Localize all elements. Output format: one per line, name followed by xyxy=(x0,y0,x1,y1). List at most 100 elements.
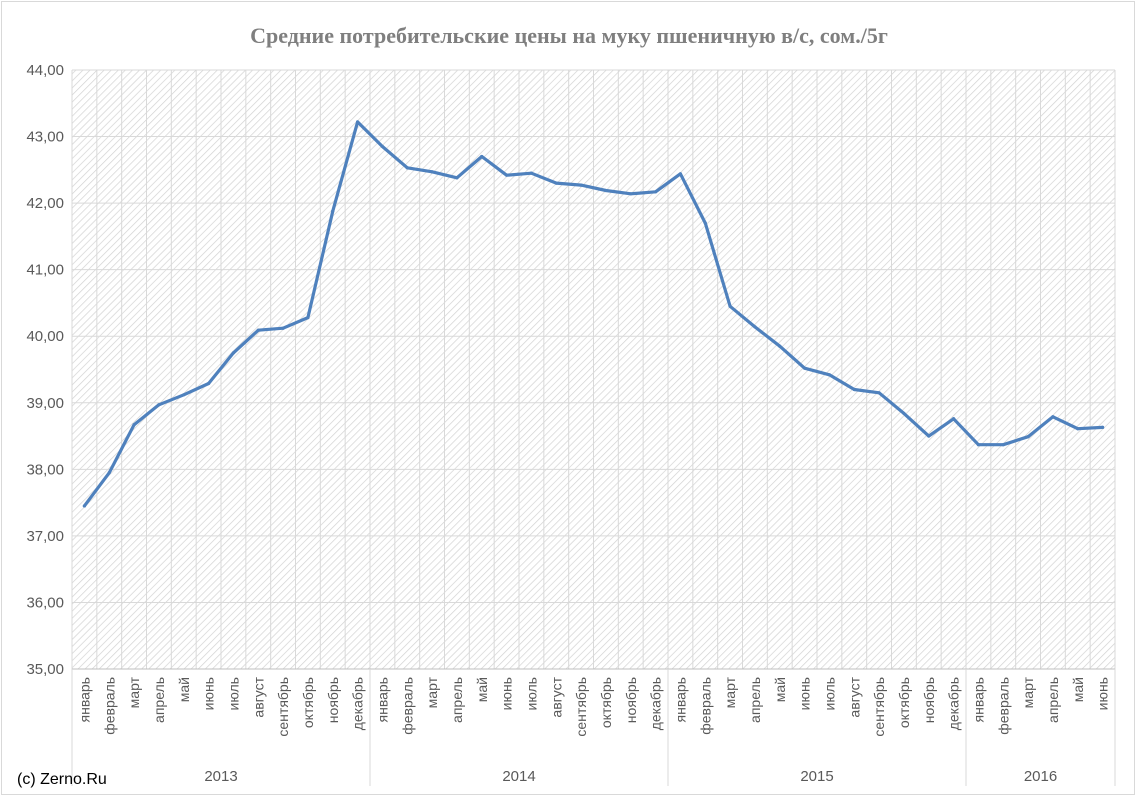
x-tick-label: март xyxy=(1020,676,1036,708)
data-point xyxy=(206,381,211,386)
x-tick-label: февраль xyxy=(101,677,117,735)
x-tick-label: сентябрь xyxy=(275,677,291,737)
data-point xyxy=(306,315,310,320)
data-point xyxy=(331,209,335,213)
data-point xyxy=(529,171,534,175)
data-point xyxy=(653,190,658,194)
x-tick-label: сентябрь xyxy=(573,677,589,737)
data-point xyxy=(430,170,434,174)
data-point xyxy=(1076,427,1080,431)
data-point xyxy=(455,176,459,180)
y-tick-label: 43,00 xyxy=(26,129,64,146)
data-point xyxy=(802,366,807,370)
x-tick-label: ноябрь xyxy=(921,677,937,723)
data-point xyxy=(355,120,360,124)
data-point xyxy=(976,443,981,447)
data-point xyxy=(678,172,683,176)
x-tick-label: июнь xyxy=(499,677,515,710)
data-point xyxy=(604,188,608,193)
x-tick-label: декабрь xyxy=(350,677,366,730)
y-tick-label: 40,00 xyxy=(26,328,64,345)
data-point xyxy=(1026,435,1030,439)
x-tick-label: апрель xyxy=(1045,677,1061,723)
data-point xyxy=(380,144,385,149)
x-tick-label: январь xyxy=(76,677,92,722)
data-point xyxy=(157,403,161,407)
x-tick-label: октябрь xyxy=(300,677,316,728)
data-point xyxy=(1001,443,1005,447)
x-tick-label: июль xyxy=(821,677,837,710)
x-tick-label: август xyxy=(250,676,266,717)
x-tick-label: июнь xyxy=(797,677,813,710)
x-tick-label: май xyxy=(474,677,490,702)
year-label: 2016 xyxy=(1024,768,1057,785)
data-point xyxy=(852,387,856,392)
data-point xyxy=(902,411,906,416)
data-point xyxy=(629,192,633,196)
x-tick-label: май xyxy=(1070,677,1086,702)
data-point xyxy=(1100,425,1105,430)
x-tick-label: май xyxy=(176,677,192,702)
x-tick-label: июнь xyxy=(201,677,217,710)
x-tick-label: ноябрь xyxy=(623,677,639,723)
x-tick-label: декабрь xyxy=(648,677,664,730)
data-point xyxy=(703,221,707,225)
x-tick-label: апрель xyxy=(449,677,465,723)
x-tick-label: январь xyxy=(374,677,390,722)
y-tick-label: 38,00 xyxy=(26,461,64,478)
series-line xyxy=(82,120,1105,508)
gridlines xyxy=(71,69,1116,670)
data-point xyxy=(231,351,236,355)
credit-label: (c) Zerno.Ru xyxy=(17,771,107,788)
axes: 35,00 36,00 37,00 38,00 39,00 40,00 41,00 42,00… xyxy=(26,62,1116,786)
price-series-line xyxy=(82,120,1105,508)
x-tick-label: июль xyxy=(523,677,539,710)
x-tick-label: август xyxy=(548,676,564,717)
year-label: 2014 xyxy=(502,768,535,785)
x-tick-label: июль xyxy=(225,677,241,710)
year-label: 2015 xyxy=(800,768,833,785)
y-tick-label: 41,00 xyxy=(26,262,64,279)
chart-title: Средние потребительские цены на муку пше… xyxy=(250,23,888,48)
x-tick-label: сентябрь xyxy=(871,677,887,737)
year-label: 2013 xyxy=(204,768,237,785)
data-point xyxy=(107,471,111,475)
y-tick-label: 42,00 xyxy=(26,195,64,212)
x-tick-label: февраль xyxy=(399,677,415,735)
data-point xyxy=(256,328,260,332)
x-tick-label: январь xyxy=(970,677,986,722)
data-point xyxy=(281,326,285,330)
data-point xyxy=(877,391,881,395)
x-tick-label: апрель xyxy=(747,677,763,723)
data-point xyxy=(554,181,558,185)
data-point xyxy=(1051,415,1055,419)
x-tick-label: январь xyxy=(672,677,688,722)
data-point xyxy=(753,325,757,329)
x-tick-label: март xyxy=(424,676,440,708)
x-tick-label: май xyxy=(772,677,788,702)
data-point xyxy=(182,393,186,397)
x-tick-label: ноябрь xyxy=(325,677,341,723)
data-point xyxy=(778,344,782,348)
x-tick-label: март xyxy=(126,676,142,708)
data-point xyxy=(405,166,409,170)
data-point xyxy=(951,417,956,421)
data-point xyxy=(827,373,832,377)
x-tick-label: февраль xyxy=(995,677,1011,735)
x-tick-label: октябрь xyxy=(896,677,912,728)
data-point xyxy=(728,304,732,308)
data-point xyxy=(504,173,509,177)
x-tick-label: декабрь xyxy=(946,677,962,730)
x-tick-label: июнь xyxy=(1095,677,1111,710)
y-tick-label: 35,00 xyxy=(26,661,64,678)
data-point xyxy=(480,154,484,159)
data-point xyxy=(132,423,136,427)
data-point xyxy=(927,434,931,438)
y-tick-label: 36,00 xyxy=(26,594,64,611)
x-tick-label: март xyxy=(722,676,738,708)
x-tick-label: февраль xyxy=(697,677,713,735)
y-tick-label: 37,00 xyxy=(26,528,64,545)
y-tick-label: 44,00 xyxy=(26,62,64,79)
